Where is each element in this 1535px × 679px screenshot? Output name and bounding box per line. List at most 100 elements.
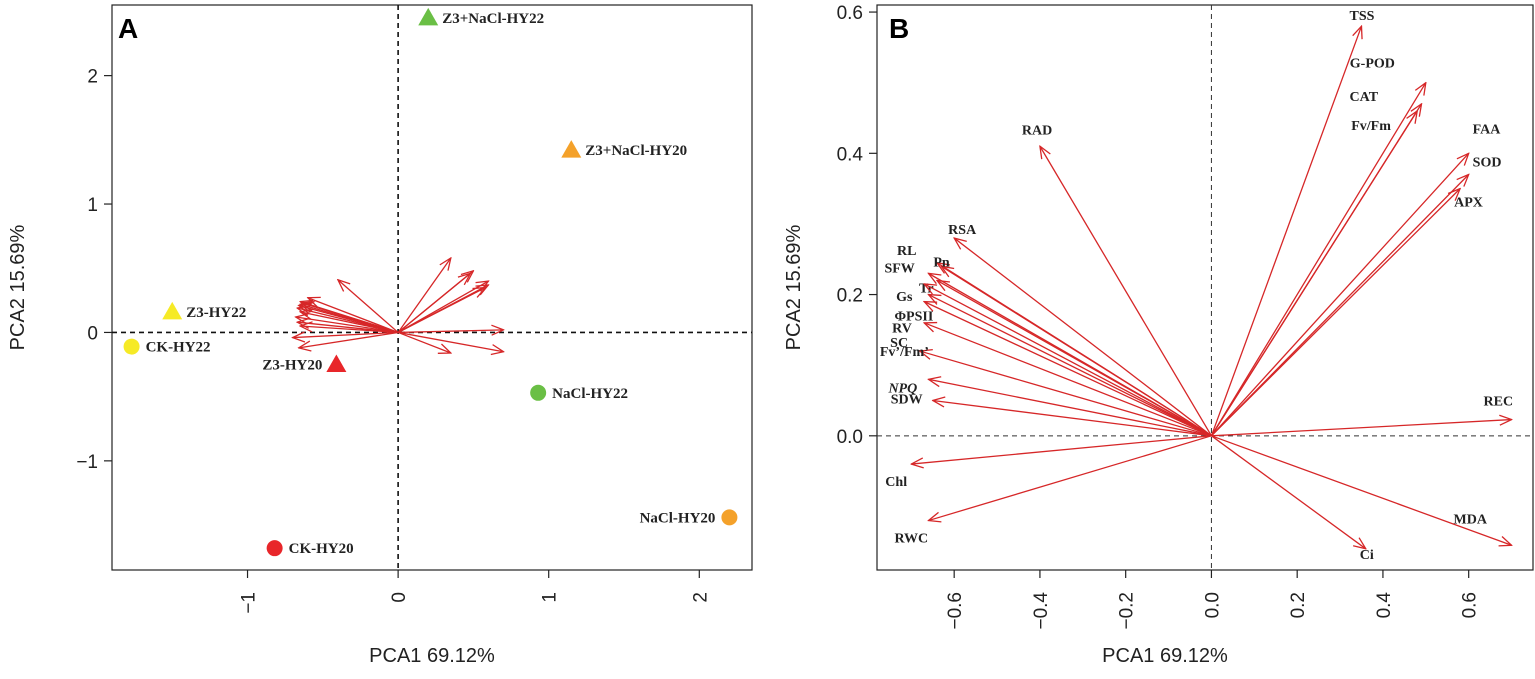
panel-a-xtick-label: 0 [389,592,410,603]
vector-sod-arrow [1210,175,1468,437]
vector-rv-arrow [924,302,1212,437]
panel-a-loading-arrow [308,298,399,334]
vector-rad-label: RAD [1022,123,1052,138]
panel-b-y-axis-title: PCA2 15.69% [783,224,805,350]
panel-b-xtick-label: 0.0 [1202,592,1223,618]
panel-a-loading-arrow [397,288,485,334]
vector-sc-label: SC [890,336,908,351]
vector-sc-arrow [924,323,1212,437]
vector-gs-label: Gs [896,290,913,305]
vector-fv-fm-arrow [1210,111,1417,437]
vector-rwc-arrow [928,435,1212,521]
panel-b-frame [876,4,1534,571]
point-ck-hy22-marker [123,338,140,355]
panel-b-ytick-label: 0.2 [837,286,863,307]
point-ck-hy22-label: CK-HY22 [146,340,211,356]
vector-rv-label: RV [892,322,912,337]
vector-fv-fm-label: Fv/Fm [1351,119,1391,134]
panel-b-xtick-label: 0.6 [1460,592,1481,618]
panel-a-loading-arrow [397,258,451,333]
panel-a-loading-arrow [397,273,470,333]
panel-a-ytick-label: −1 [76,452,98,473]
vector-rad-arrow [1040,146,1212,437]
vector-cat-label: CAT [1350,90,1379,105]
panel-a-x-axis-title: PCA1 69.12% [369,645,495,667]
point-ck-hy20-marker [266,540,283,557]
vector-faa-label: FAA [1473,122,1502,137]
vector-chl-label: Chl [885,475,907,490]
panel-a-score-plot: −1 0 1 2 −1 0 1 2 PCA1 69.12% PCA2 15.69% A Z3+NaCl… [7,4,753,667]
panel-a-loading-arrow [293,332,399,337]
panel-a-loading-arrow [300,312,399,334]
vector-npq-label: NPQ [887,381,917,396]
panel-a-ytick-label: 0 [87,323,98,344]
vector-ci-label: Ci [1360,548,1374,563]
panel-a-loading-arrow [300,326,399,334]
panel-b-x-axis-title: PCA1 69.12% [1102,645,1228,667]
panel-b-ytick-label: 0.6 [837,3,863,24]
point-nacl-hy22-label: NaCl-HY22 [552,386,628,402]
point-nacl-hy20-label: NaCl-HY20 [640,510,716,526]
vector-sdw-label: SDW [891,393,923,408]
panel-b-xtick-label: −0.4 [1031,592,1052,630]
panel-b-xtick-label: −0.2 [1117,592,1138,630]
vector-fv-fm-label: Fv’/Fm’ [880,345,929,360]
vector-g-pod-arrow [1210,83,1425,437]
vector-pn-label: Pn [933,255,950,270]
panel-b-letter: B [889,13,909,44]
vector-rl-label: RL [897,244,916,259]
vector-mda-label: MDA [1454,512,1488,527]
point-z3-nacl-hy22-label: Z3+NaCl-HY22 [442,11,544,27]
vector-chl-arrow [911,435,1212,464]
point-z3-hy22-marker [162,301,183,320]
panel-a-ytick-label: 2 [87,67,98,88]
panel-a-loading-arrow [398,331,503,351]
vector-npq-arrow [928,379,1212,437]
vector-faa-arrow [1210,153,1468,437]
vector-tr-label: Tr [919,281,934,296]
vector-rsa-arrow [954,238,1212,437]
panel-a-xtick-label: 1 [540,592,561,603]
vector-fv-fm-arrow [920,351,1212,437]
vector-rsa-label: RSA [948,223,977,238]
panel-a-frame [111,4,753,571]
point-z3-nacl-hy20-marker [561,140,582,158]
point-z3-hy20-marker [326,354,347,373]
vector-sdw-arrow [933,401,1212,437]
panel-a-letter: A [118,13,138,44]
point-z3-hy22-label: Z3-HY22 [186,305,246,321]
vector-apx-label: APX [1454,196,1483,211]
vector-apx-arrow [1210,189,1460,437]
panel-b-xtick-label: 0.4 [1374,592,1395,619]
vector-sfw-label: SFW [884,261,914,276]
panel-b-xtick-label: 0.2 [1288,592,1309,618]
vector-rec-arrow [1211,420,1511,437]
panel-a-loading-arrow [398,330,503,333]
vector-phipsii-arrow [928,295,1212,437]
panel-a-xtick-label: −1 [239,592,260,614]
panel-a-xtick-label: 2 [690,592,711,603]
point-ck-hy20-label: CK-HY20 [289,541,354,557]
panel-a-loading-arrow [338,280,399,333]
vector-gs-arrow [924,284,1212,437]
panel-b-xtick-label: −0.6 [945,592,966,630]
vector-ci-arrow [1211,435,1365,549]
vector-tss-label: TSS [1349,9,1374,24]
panel-b-ytick-label: 0.4 [837,144,864,165]
panel-a-ytick-label: 1 [87,195,98,216]
panel-a-loading-arrow [296,317,399,334]
vector-mda-arrow [1211,435,1511,545]
point-z3-hy20-label: Z3-HY20 [262,358,322,374]
panel-a-loading-arrow [397,331,451,353]
panel-b-ytick-label: 0.0 [837,427,863,448]
point-z3-nacl-hy20-label: Z3+NaCl-HY20 [585,143,687,159]
vector-rec-label: REC [1484,395,1514,410]
vector-rwc-label: RWC [894,532,928,547]
vector-tr-arrow [937,280,1212,437]
point-nacl-hy20-marker [721,509,738,526]
vector-sod-label: SOD [1473,156,1502,171]
vector-tss-arrow [1210,26,1361,437]
panel-b-loading-plot: 0.0 0.2 0.4 0.6 −0.6 −0.4 −0.2 0.0 0.2 0.4 0.6 PCA1… [783,3,1534,667]
vector-g-pod-label: G-POD [1350,57,1395,72]
